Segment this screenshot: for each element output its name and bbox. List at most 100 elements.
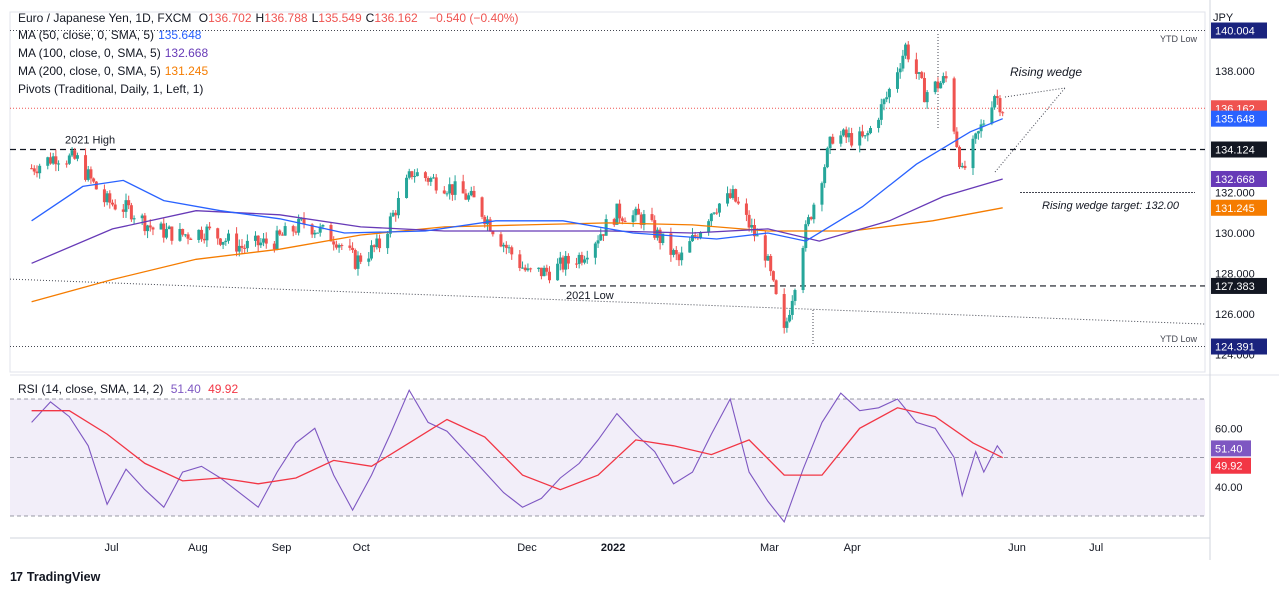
candle-body [728, 193, 732, 198]
ohlc-value-l: 135.549 [318, 11, 362, 25]
time-tick-label: Oct [353, 542, 370, 554]
candle-body [526, 268, 530, 271]
ohlc-key-c: C [365, 11, 375, 25]
candle-body [423, 172, 427, 178]
candle-body [461, 181, 465, 194]
candle-body [898, 68, 902, 73]
price-label: 135.648 [1215, 114, 1255, 126]
candle-body [162, 223, 166, 238]
candle-body [280, 234, 284, 236]
candle-body [105, 193, 109, 203]
candle-body [84, 155, 88, 180]
candle-body [674, 250, 678, 255]
time-tick-label: Apr [844, 542, 861, 554]
indicator-row: MA (100, close, 0, SMA, 5) 132.668 [18, 46, 212, 60]
price-tick-label: 128.000 [1215, 268, 1255, 280]
candle-body [92, 178, 96, 182]
price-label: 131.245 [1215, 203, 1255, 215]
candle-body [178, 228, 182, 241]
candle-body [523, 267, 527, 271]
indicator-value: 135.648 [158, 28, 202, 42]
candle-body [272, 243, 276, 250]
candle-body [750, 225, 754, 228]
candle-body [771, 271, 775, 281]
candle-body [388, 216, 392, 234]
rsi-header: RSI (14, close, SMA, 14, 2) 51.40 49.92 [18, 382, 242, 396]
candle-body [653, 220, 657, 238]
candle-body [504, 244, 508, 248]
candle-body [499, 234, 503, 247]
candle-body [993, 96, 997, 108]
brand-name: TradingView [26, 570, 101, 584]
candle-body [763, 235, 767, 261]
candle-body [264, 238, 268, 244]
time-tick-label: Sep [272, 542, 292, 554]
wedge-lower-line [994, 87, 1066, 173]
candle-body [453, 181, 457, 195]
candle-body [432, 177, 436, 179]
candle-body [680, 252, 684, 261]
tradingview-icon: 17 [10, 570, 23, 584]
ytd-low-top-label: YTD Low [1160, 34, 1198, 44]
candle-body [939, 82, 943, 89]
candle-body [186, 234, 190, 239]
ma50-line [31, 118, 1003, 242]
candle-body [879, 104, 883, 120]
candle-body [944, 76, 948, 79]
rsi-value-label: 49.92 [1215, 461, 1243, 473]
rsi-label: RSI (14, close, SMA, 14, 2) [18, 382, 164, 396]
candle-body [321, 225, 325, 227]
candle-body [642, 214, 646, 225]
candle-body [102, 189, 106, 203]
candle-body [243, 247, 247, 249]
candle-body [434, 177, 438, 191]
candle-body [316, 232, 320, 234]
candle-body [655, 229, 659, 238]
candle-body [612, 219, 616, 225]
candle-body [407, 171, 411, 178]
candle-body [906, 44, 910, 60]
candle-body [847, 133, 851, 138]
candle-body [539, 267, 543, 277]
candle-body [960, 165, 964, 168]
tradingview-logo[interactable]: 17 TradingView [10, 570, 100, 584]
chart-header: Euro / Japanese Yen, 1D, FXCM O136.702 H1… [18, 11, 522, 25]
candle-body [283, 226, 287, 236]
candle-body [197, 229, 201, 240]
candle-body [146, 225, 150, 232]
candle-body [67, 155, 71, 164]
candle-body [726, 193, 730, 204]
price-label-box [1211, 277, 1267, 294]
time-tick-label: Jun [1008, 542, 1026, 554]
candle-body [334, 244, 338, 248]
candle-body [356, 255, 360, 269]
ohlc-value-o: 136.702 [208, 11, 252, 25]
candle-body [521, 267, 525, 269]
candle-body [259, 242, 263, 246]
candle-body [124, 200, 128, 212]
candle-body [574, 263, 578, 265]
candle-body [828, 136, 832, 149]
candle-body [181, 228, 185, 235]
candle-body [801, 247, 805, 291]
candle-body [615, 203, 619, 225]
candle-body [631, 215, 635, 222]
candle-body [480, 197, 484, 217]
candle-body [620, 218, 624, 221]
indicator-label: MA (50, close, 0, SMA, 5) [18, 28, 155, 42]
candle-body [129, 205, 133, 220]
candle-body [925, 92, 929, 103]
candle-body [882, 99, 886, 105]
indicator-row: MA (200, close, 0, SMA, 5) 131.245 [18, 64, 212, 78]
candle-body [518, 254, 522, 269]
candle-body [329, 225, 333, 242]
candle-body [804, 224, 808, 248]
candle-body [111, 202, 115, 205]
long-trendline [9, 278, 1206, 325]
candle-body [556, 263, 560, 281]
candle-body [596, 240, 600, 244]
candle-body [89, 169, 93, 179]
price-label: 134.124 [1215, 145, 1255, 157]
candle-body [877, 119, 881, 128]
candle-body [901, 55, 905, 69]
